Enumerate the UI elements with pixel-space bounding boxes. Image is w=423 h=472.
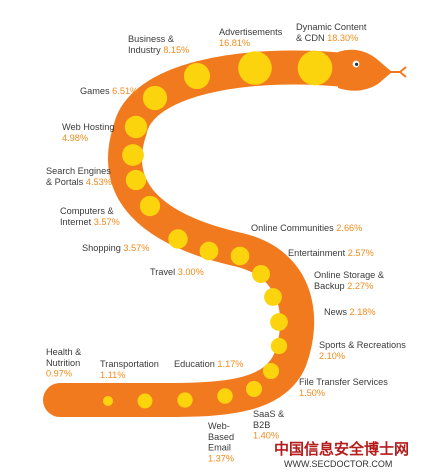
value-health-and-nutrition: 0.97% xyxy=(46,369,72,379)
label-saas-and-b2b: SaaS & B2B 1.40% xyxy=(253,409,284,441)
value-file-transfer-services: 1.50% xyxy=(299,388,325,398)
data-dots xyxy=(103,50,333,409)
snake-head xyxy=(338,49,392,91)
snake-tail-dot xyxy=(103,396,113,406)
watermark-title: 中国信息安全博士网 xyxy=(274,440,409,458)
label-file-transfer-services: File Transfer Services 1.50% xyxy=(299,377,388,398)
value-sports-and-recreations: 2.10% xyxy=(319,351,345,361)
value-dynamic-content-and-cdn: 18.30% xyxy=(327,33,358,43)
dot-search-engines-and-portals xyxy=(122,144,144,166)
dot-travel xyxy=(168,229,188,249)
dot-games xyxy=(142,85,168,111)
value-travel: 3.00% xyxy=(178,267,204,277)
dot-web-based-email xyxy=(245,380,263,398)
label-online-storage-and-backup: Online Storage & Backup 2.27% xyxy=(314,270,384,291)
snake-tongue xyxy=(390,66,407,78)
label-travel: Travel 3.00% xyxy=(150,267,204,277)
label-dynamic-content-and-cdn: Dynamic Content & CDN 18.30% xyxy=(296,22,367,43)
value-online-storage-and-backup: 2.27% xyxy=(347,281,373,291)
label-web-hosting: Web Hosting 4.98% xyxy=(62,122,114,143)
dot-transportation xyxy=(177,392,193,408)
dot-saas-and-b2b xyxy=(262,362,280,380)
value-education: 1.17% xyxy=(217,359,243,369)
value-entertainment: 2.57% xyxy=(348,248,374,258)
value-news: 2.18% xyxy=(350,307,376,317)
dot-web-hosting xyxy=(124,115,148,139)
snake-body xyxy=(43,50,362,417)
label-shopping: Shopping 3.57% xyxy=(82,243,149,253)
label-games: Games 6.51% xyxy=(80,86,138,96)
label-health-and-nutrition: Health & Nutrition 0.97% xyxy=(46,347,81,379)
value-shopping: 3.57% xyxy=(123,243,149,253)
label-web-based-email: Web-Based Email 1.37% xyxy=(208,421,234,463)
label-computers-and-internet: Computers & Internet 3.57% xyxy=(60,206,120,227)
snake-pupil xyxy=(355,62,359,66)
value-web-based-email: 1.37% xyxy=(208,453,234,463)
value-online-communities: 2.66% xyxy=(336,223,362,233)
dot-online-storage-and-backup xyxy=(251,264,271,284)
dot-business-and-industry xyxy=(183,62,211,90)
value-advertisements: 16.81% xyxy=(219,38,250,48)
data-labels: Dynamic Content & CDN 18.30% Advertisement… xyxy=(46,22,406,463)
label-business-and-industry: Business & Industry 8.15% xyxy=(128,34,189,55)
dot-news xyxy=(264,288,282,306)
dot-sports-and-recreations xyxy=(270,313,288,331)
dot-online-communities xyxy=(199,241,219,261)
dot-computers-and-internet xyxy=(125,169,147,191)
dot-health-and-nutrition xyxy=(137,393,153,409)
dot-file-transfer-services xyxy=(270,337,288,355)
dot-dynamic-content-and-cdn xyxy=(297,50,333,86)
label-sports-and-recreations: Sports & Recreations 2.10% xyxy=(319,340,406,361)
label-advertisements: Advertisements 16.81% xyxy=(219,27,283,48)
label-transportation: Transportation 1.11% xyxy=(100,359,159,380)
label-news: News 2.18% xyxy=(324,307,376,317)
dot-education xyxy=(217,388,233,404)
value-saas-and-b2b: 1.40% xyxy=(253,431,279,441)
label-education: Education 1.17% xyxy=(174,359,243,369)
label-search-engines-and-portals: Search Engines & Portals 4.53% xyxy=(46,166,112,187)
value-web-hosting: 4.98% xyxy=(62,133,88,143)
value-computers-and-internet: 3.57% xyxy=(94,217,120,227)
value-business-and-industry: 8.15% xyxy=(163,45,189,55)
label-online-communities: Online Communities 2.66% xyxy=(251,223,362,233)
value-transportation: 1.11% xyxy=(100,370,125,380)
value-search-engines-and-portals: 4.53% xyxy=(86,177,112,187)
label-entertainment: Entertainment 2.57% xyxy=(288,248,374,258)
dot-shopping xyxy=(139,195,161,217)
dot-entertainment xyxy=(230,246,250,266)
watermark-url: WWW.SECDOCTOR.COM xyxy=(284,459,392,469)
value-games: 6.51% xyxy=(112,86,138,96)
dot-advertisements xyxy=(238,51,272,85)
